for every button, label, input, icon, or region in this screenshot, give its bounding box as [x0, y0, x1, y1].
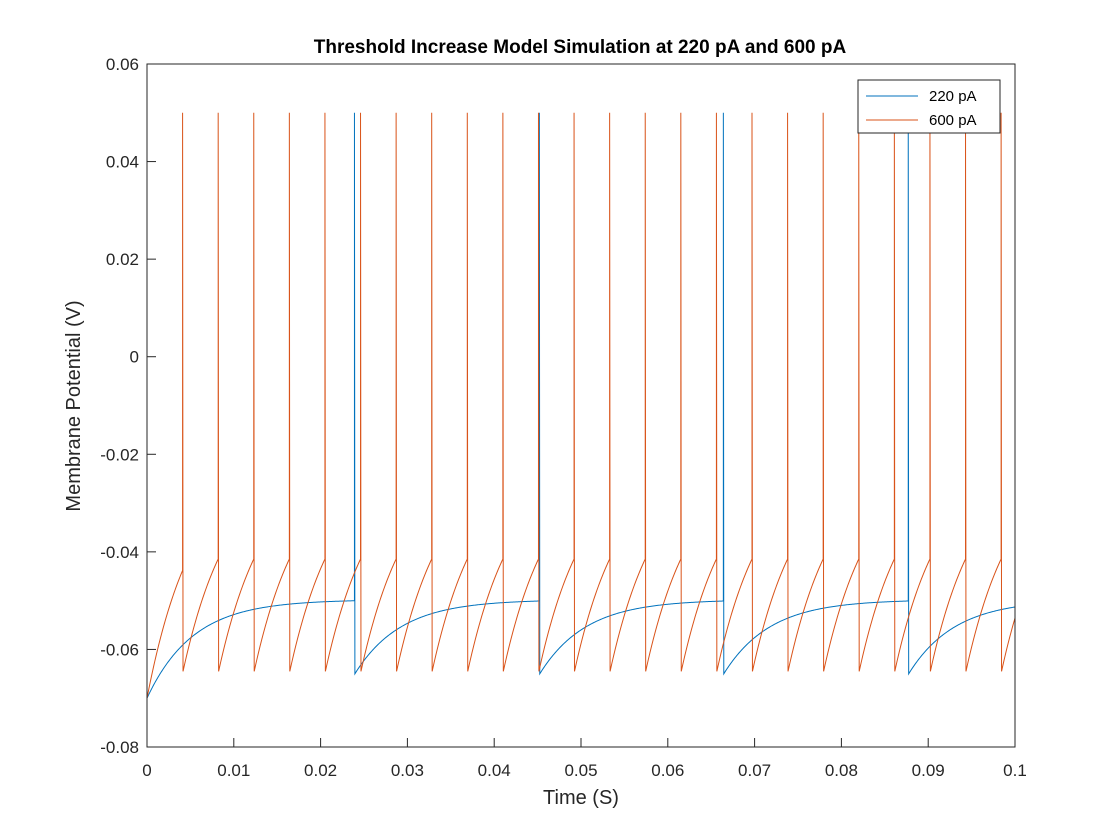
plot-area: 0 0.01 0.02 0.03 0.04 0.05 0.06 0.07 0.08 0.09 0.1… — [100, 55, 1027, 780]
ticks-layer: 0 0.01 0.02 0.03 0.04 0.05 0.06 0.07 0.08 0.09 0.1… — [100, 55, 1027, 780]
y-tick-label: -0.06 — [100, 640, 139, 659]
legend-box — [857, 79, 1001, 134]
x-tick-label: 0.01 — [217, 761, 250, 780]
legend-label-600pa: 600 pA — [929, 112, 977, 129]
x-tick-label: 0.09 — [912, 761, 945, 780]
y-tick-label: 0 — [130, 348, 139, 367]
axes-background — [147, 64, 1015, 747]
y-tick-label: 0.06 — [106, 55, 139, 74]
x-tick-label: 0.03 — [391, 761, 424, 780]
y-tick-label: -0.02 — [100, 445, 139, 464]
x-tick-label: 0.04 — [478, 761, 511, 780]
y-tick-label: -0.04 — [100, 543, 139, 562]
legend-label-220pa: 220 pA — [929, 88, 977, 105]
series-layer — [146, 112, 1016, 699]
x-tick-label: 0.1 — [1003, 761, 1027, 780]
y-axis-label: Membrane Potential (V) — [63, 300, 85, 511]
x-tick-label: 0.02 — [304, 761, 337, 780]
x-tick-label: 0.05 — [564, 761, 597, 780]
x-tick-label: 0.06 — [651, 761, 684, 780]
chart-title: Threshold Increase Model Simulation at 2… — [314, 37, 847, 58]
y-tick-label: 0.02 — [106, 250, 139, 269]
series-line-600pa — [146, 112, 1016, 699]
series-line-220pa — [146, 112, 1016, 699]
x-tick-label: 0.07 — [738, 761, 771, 780]
y-tick-label: 0.04 — [106, 153, 139, 172]
x-tick-label: 0.08 — [825, 761, 858, 780]
legend[interactable]: 220 pA 600 pA — [857, 79, 1001, 134]
y-tick-label: -0.08 — [100, 738, 139, 757]
x-tick-label: 0 — [142, 761, 151, 780]
x-axis-label: Time (S) — [543, 787, 619, 809]
